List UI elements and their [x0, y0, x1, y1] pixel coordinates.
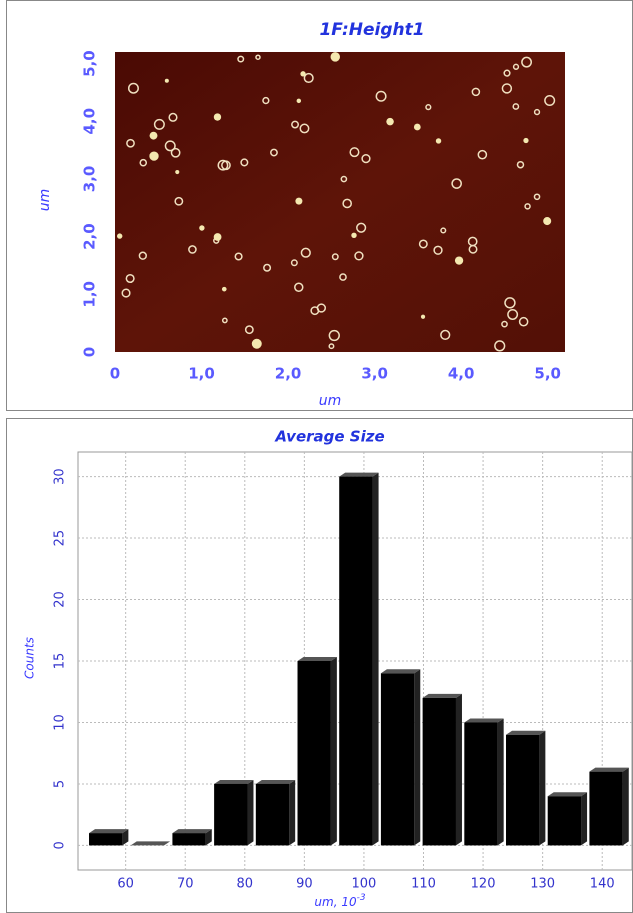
bar-top [89, 829, 128, 833]
bar-side [331, 657, 337, 845]
x-tick-label: 0 [110, 365, 120, 383]
x-tick-label: 2,0 [275, 365, 302, 383]
y-axis-label: Counts [23, 637, 37, 679]
y-tick-label: 25 [53, 530, 68, 547]
x-tick-label: 1,0 [188, 365, 215, 383]
bar-side [498, 718, 504, 845]
bar-side [414, 669, 420, 845]
bar-top [339, 473, 378, 477]
x-tick-label: 4,0 [448, 365, 475, 383]
bar-top [589, 768, 628, 772]
x-tick-label: 90 [296, 877, 313, 892]
bar-side [247, 780, 253, 845]
x-axis-label-exponent: -3 [357, 893, 366, 903]
bar-top [256, 780, 295, 784]
particle [455, 256, 463, 264]
y-tick-label: 20 [53, 591, 68, 608]
image-title: 1F:Height1 [319, 20, 424, 40]
bar-side [623, 768, 629, 846]
bar-side [456, 694, 462, 846]
y-tick-label: 0 [53, 841, 68, 849]
bar [464, 722, 497, 845]
particle [297, 99, 301, 103]
bar [506, 735, 539, 846]
y-tick-label: 10 [53, 714, 68, 731]
y-tick-label: 3,0 [81, 166, 99, 193]
bar [214, 784, 247, 845]
bar-top [423, 694, 462, 698]
bar [89, 833, 122, 845]
x-tick-label: 130 [530, 877, 555, 892]
bar-side [539, 731, 545, 846]
y-tick-label: 0 [81, 347, 99, 357]
particle [523, 138, 528, 143]
particle [214, 233, 222, 241]
y-axis-label: um [37, 189, 53, 212]
particle [149, 151, 158, 160]
y-tick-label: 30 [53, 468, 68, 485]
bar [298, 661, 331, 845]
x-tick-label: 110 [411, 877, 436, 892]
particle [543, 217, 551, 225]
y-tick-label: 2,0 [81, 223, 99, 250]
y-tick-label: 5 [53, 780, 68, 788]
particle [150, 132, 158, 140]
particle [331, 52, 340, 61]
bar-side [581, 792, 587, 845]
x-tick-label: 60 [117, 877, 134, 892]
bar-top [298, 657, 337, 661]
x-tick-label: 80 [237, 877, 254, 892]
x-tick-label: 70 [177, 877, 194, 892]
bar [548, 796, 581, 845]
particle [117, 233, 122, 238]
particle [165, 79, 169, 83]
y-tick-label: 15 [53, 653, 68, 670]
bar [172, 833, 205, 845]
x-tick-label: 5,0 [534, 365, 561, 383]
bar [423, 698, 456, 846]
x-axis-label-base: um, 10 [314, 895, 357, 909]
bar [589, 772, 622, 846]
x-axis-label: um [319, 393, 342, 409]
bar-side [289, 780, 295, 845]
particle [199, 225, 204, 230]
particle [252, 339, 262, 349]
bar [339, 477, 372, 846]
particle [214, 113, 221, 120]
chart-title: Average Size [274, 428, 384, 446]
bar-side [373, 473, 379, 846]
y-tick-label: 5,0 [81, 50, 99, 77]
particle [421, 315, 425, 319]
particle [386, 118, 393, 125]
particle [414, 124, 421, 131]
bar [256, 784, 289, 845]
particle [351, 233, 356, 238]
bar-top [464, 718, 503, 722]
bar-top [381, 669, 420, 673]
y-tick-label: 1,0 [81, 281, 99, 308]
x-tick-label: 140 [590, 877, 615, 892]
bar-top [131, 841, 170, 845]
x-tick-label: 120 [471, 877, 496, 892]
particle [300, 71, 305, 76]
particle [175, 170, 179, 174]
x-tick-label: 3,0 [361, 365, 388, 383]
bar [381, 673, 414, 845]
particle [222, 287, 227, 292]
bar-top [548, 792, 587, 796]
particle [436, 138, 441, 143]
x-tick-label: 100 [352, 877, 377, 892]
bar-top [172, 829, 211, 833]
y-tick-label: 4,0 [81, 108, 99, 135]
bar-top [214, 780, 253, 784]
particle [295, 198, 302, 205]
bar-top [506, 731, 545, 735]
page: 1F:Height1 um um Average Size um, 10-3 C… [0, 0, 633, 913]
